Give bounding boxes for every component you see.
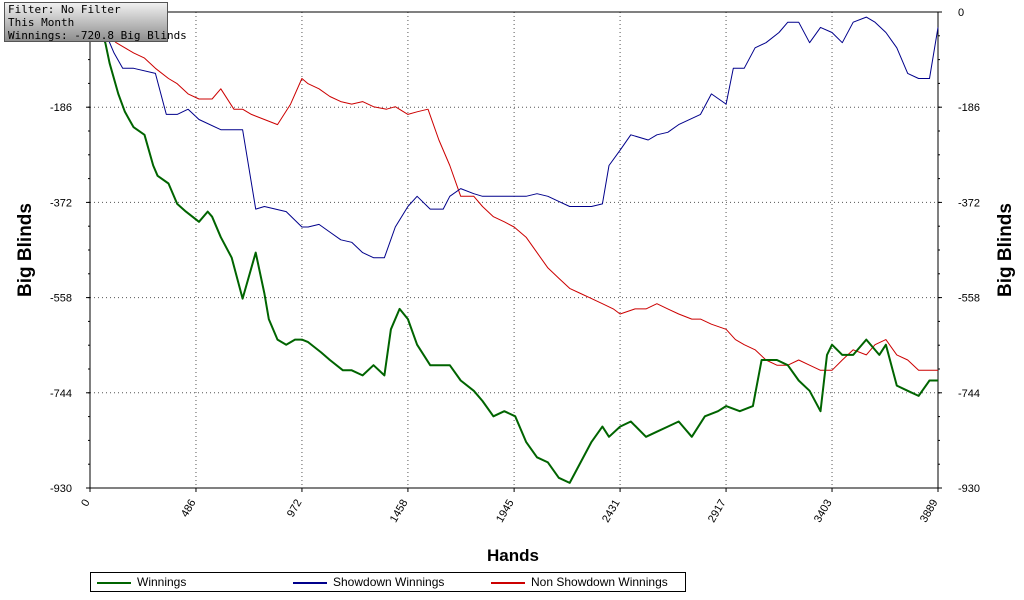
axis-ticks: 0 486 972 1458 1945 2431 2917 3403 3889 -186 -372 -…: [50, 7, 980, 525]
legend-label-winnings: Winnings: [137, 575, 187, 589]
series-lines: [89, 11, 939, 484]
y-tick-label-left: -558: [50, 293, 72, 305]
x-tick-label: 3889: [918, 498, 941, 525]
x-tick-label: 486: [179, 498, 199, 520]
x-tick-label: 2917: [706, 498, 729, 525]
legend-swatch-showdown: [293, 582, 327, 584]
filter-info-box: Filter: No Filter This Month Winnings: -…: [4, 2, 187, 42]
y-tick-label-right: 0: [958, 7, 964, 19]
y-tick-label-right: -744: [958, 388, 980, 400]
x-tick-label: 1458: [388, 498, 411, 525]
y-tick-label-left: -930: [50, 483, 72, 495]
legend-label-showdown: Showdown Winnings: [333, 575, 445, 589]
x-axis-title: Hands: [487, 546, 539, 565]
series-line-winnings: [89, 11, 938, 484]
y-tick-label-right: -558: [958, 293, 980, 305]
x-tick-label: 1945: [494, 498, 517, 525]
y-tick-label-right: -186: [958, 102, 980, 114]
y-axis-title-right: Big Blinds: [995, 203, 1016, 297]
legend-swatch-non-showdown: [491, 582, 525, 584]
legend-swatch-winnings: [97, 582, 131, 584]
y-tick-label-left: -186: [50, 102, 72, 114]
y-tick-label-right: -930: [958, 483, 980, 495]
legend-label-non-showdown: Non Showdown Winnings: [531, 575, 668, 589]
y-tick-label-left: -372: [50, 197, 72, 209]
y-tick-label-left: -744: [50, 388, 72, 400]
y-tick-label-right: -372: [958, 197, 980, 209]
y-axis-title-left: Big Blinds: [15, 203, 36, 297]
x-tick-label: 2431: [600, 498, 623, 525]
series-line-showdown-winnings: [89, 11, 939, 259]
x-tick-label: 3403: [812, 498, 835, 525]
x-tick-label: 972: [285, 498, 305, 520]
x-tick-label: 0: [79, 498, 92, 509]
period-label: This Month: [8, 16, 75, 29]
filter-label: Filter: No Filter: [8, 3, 121, 16]
series-line-non-showdown-winnings: [89, 11, 938, 371]
winnings-summary: Winnings: -720.8 Big Blinds: [8, 29, 187, 42]
chart-legend: Winnings Showdown Winnings Non Showdown …: [90, 572, 686, 592]
